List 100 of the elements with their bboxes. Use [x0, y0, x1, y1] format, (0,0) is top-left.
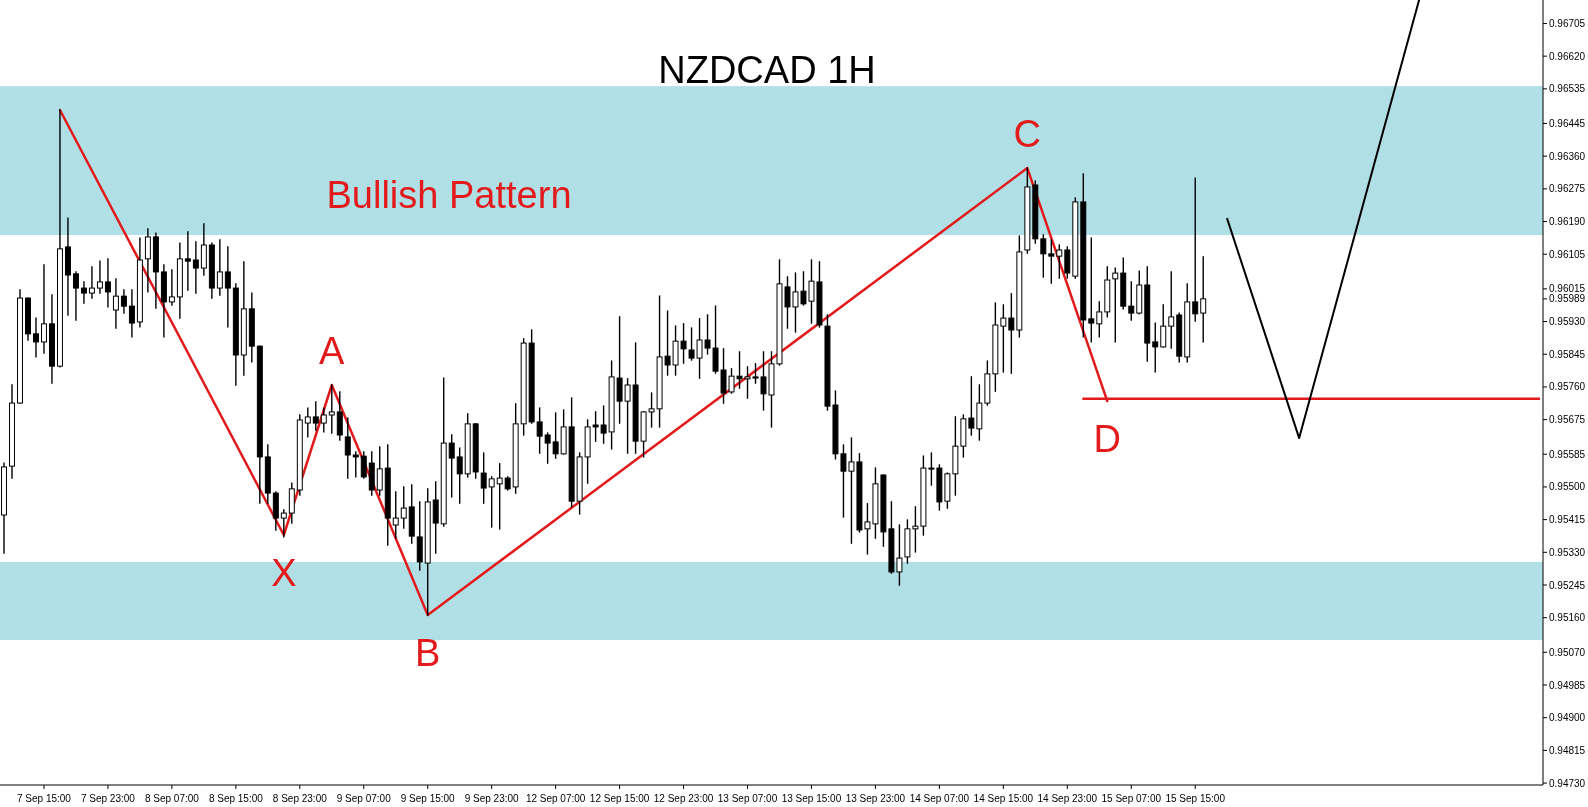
candlestick — [120, 289, 127, 314]
y-tick-label: 0.96620 — [1549, 50, 1586, 62]
candlestick — [1096, 301, 1103, 338]
x-tick-label: 8 Sep 07:00 — [144, 792, 200, 804]
y-tick-label: 0.96105 — [1549, 248, 1586, 260]
candlestick — [1064, 246, 1071, 279]
candlestick — [144, 228, 151, 293]
candlestick — [200, 223, 207, 276]
candlestick — [344, 417, 351, 479]
y-tick-label: 0.96360 — [1549, 150, 1586, 162]
y-tick-label: 0.95930 — [1549, 316, 1586, 328]
candlestick — [392, 491, 399, 539]
candlestick — [360, 451, 367, 479]
y-tick-label: 0.95160 — [1549, 612, 1586, 624]
candlestick — [168, 269, 175, 306]
candlestick — [304, 407, 311, 438]
y-tick-label: 0.95415 — [1549, 514, 1586, 526]
candlestick — [544, 432, 551, 464]
candlestick — [80, 281, 87, 304]
candlestick — [352, 451, 359, 478]
candlestick — [1128, 281, 1135, 321]
candlestick — [328, 384, 335, 434]
candlestick — [1056, 244, 1063, 279]
candlestick — [496, 463, 503, 530]
candlestick — [1088, 237, 1095, 343]
y-tick-label: 0.96275 — [1549, 183, 1586, 195]
x-tick-label: 8 Sep 23:00 — [272, 792, 328, 804]
y-tick-label: 0.96705 — [1549, 17, 1586, 29]
candlestick — [88, 266, 95, 299]
y-tick-label: 0.95330 — [1549, 546, 1586, 558]
candlestick — [336, 391, 343, 441]
candlestick — [536, 407, 543, 454]
x-tick-label: 7 Sep 23:00 — [80, 792, 136, 804]
y-tick-label: 0.95675 — [1549, 414, 1586, 426]
x-tick-label: 12 Sep 07:00 — [525, 792, 586, 804]
candlestick — [1160, 304, 1167, 348]
candlestick — [1008, 293, 1015, 374]
x-tick-label: 14 Sep 15:00 — [973, 792, 1034, 804]
data-label: D — [1093, 418, 1122, 461]
y-tick-label: 0.95585 — [1549, 448, 1586, 460]
candlestick — [400, 486, 407, 529]
text: NZDCAD 1H — [658, 49, 876, 91]
candlestick — [33, 317, 39, 358]
candlestick — [96, 260, 103, 294]
x-tick-label: 7 Sep 15:00 — [17, 792, 72, 804]
candlestick — [216, 239, 223, 296]
candlestick — [480, 452, 487, 504]
candlestick — [432, 481, 439, 554]
candlestick — [376, 446, 383, 496]
y-tick-label: 0.94985 — [1549, 679, 1586, 691]
candlestick — [552, 412, 559, 459]
candlestick — [1112, 267, 1119, 343]
candlestick — [224, 246, 231, 328]
y-tick-label: 0.96445 — [1549, 117, 1586, 129]
y-tick-label: 0.95500 — [1549, 481, 1586, 493]
y-tick-label: 0.95845 — [1549, 348, 1586, 360]
x-tick-label: 15 Sep 07:00 — [1101, 792, 1162, 804]
data-label: C — [1013, 113, 1042, 156]
y-tick-label: 0.95989 — [1549, 293, 1586, 305]
x-tick-label: 15 Sep 15:00 — [1165, 792, 1226, 804]
x-tick-label: 13 Sep 15:00 — [781, 792, 842, 804]
candlestick — [1040, 234, 1047, 278]
candlestick — [1192, 177, 1199, 322]
data-label: A — [319, 330, 346, 372]
x-tick-label: 13 Sep 07:00 — [717, 792, 778, 804]
candlestick — [448, 434, 455, 498]
candlestick — [1152, 322, 1159, 373]
y-tick-label: 0.96535 — [1549, 83, 1586, 95]
candlestick — [456, 447, 463, 504]
candlestick — [72, 271, 79, 321]
y-tick-label: 0.94815 — [1549, 744, 1586, 756]
x-tick-label: 9 Sep 23:00 — [464, 792, 520, 804]
x-tick-label: 8 Sep 15:00 — [208, 792, 264, 804]
candlestick — [112, 278, 119, 329]
data-label: X — [271, 552, 297, 594]
x-tick-label: 14 Sep 23:00 — [1037, 792, 1098, 804]
candlestick — [1200, 256, 1207, 343]
y-tick-label: 0.94900 — [1549, 712, 1586, 724]
candlestick — [280, 509, 287, 538]
x-tick-label: 14 Sep 07:00 — [909, 792, 970, 804]
candlestick — [312, 401, 319, 431]
candlestick — [184, 231, 191, 291]
x-tick-label: 9 Sep 15:00 — [400, 792, 456, 804]
x-tick-label: 9 Sep 07:00 — [336, 792, 392, 804]
annotation: Bullish Pattern — [326, 173, 572, 216]
data-label: B — [415, 632, 441, 674]
candlestick — [104, 258, 111, 308]
y-tick-label: 0.95070 — [1549, 646, 1586, 658]
candlestick — [192, 241, 199, 294]
y-tick-label: 0.96190 — [1549, 216, 1586, 228]
candlestick — [1000, 304, 1007, 373]
candlestick — [40, 264, 47, 354]
x-tick-label: 12 Sep 15:00 — [589, 792, 650, 804]
candlestick — [488, 476, 495, 528]
x-tick-label: 12 Sep 23:00 — [653, 792, 714, 804]
y-tick-label: 0.95245 — [1549, 579, 1586, 591]
candlestick — [1048, 239, 1055, 284]
candlestick — [128, 289, 135, 338]
y-tick-label: 0.94730 — [1549, 777, 1586, 789]
y-tick-label: 0.95760 — [1549, 381, 1586, 393]
